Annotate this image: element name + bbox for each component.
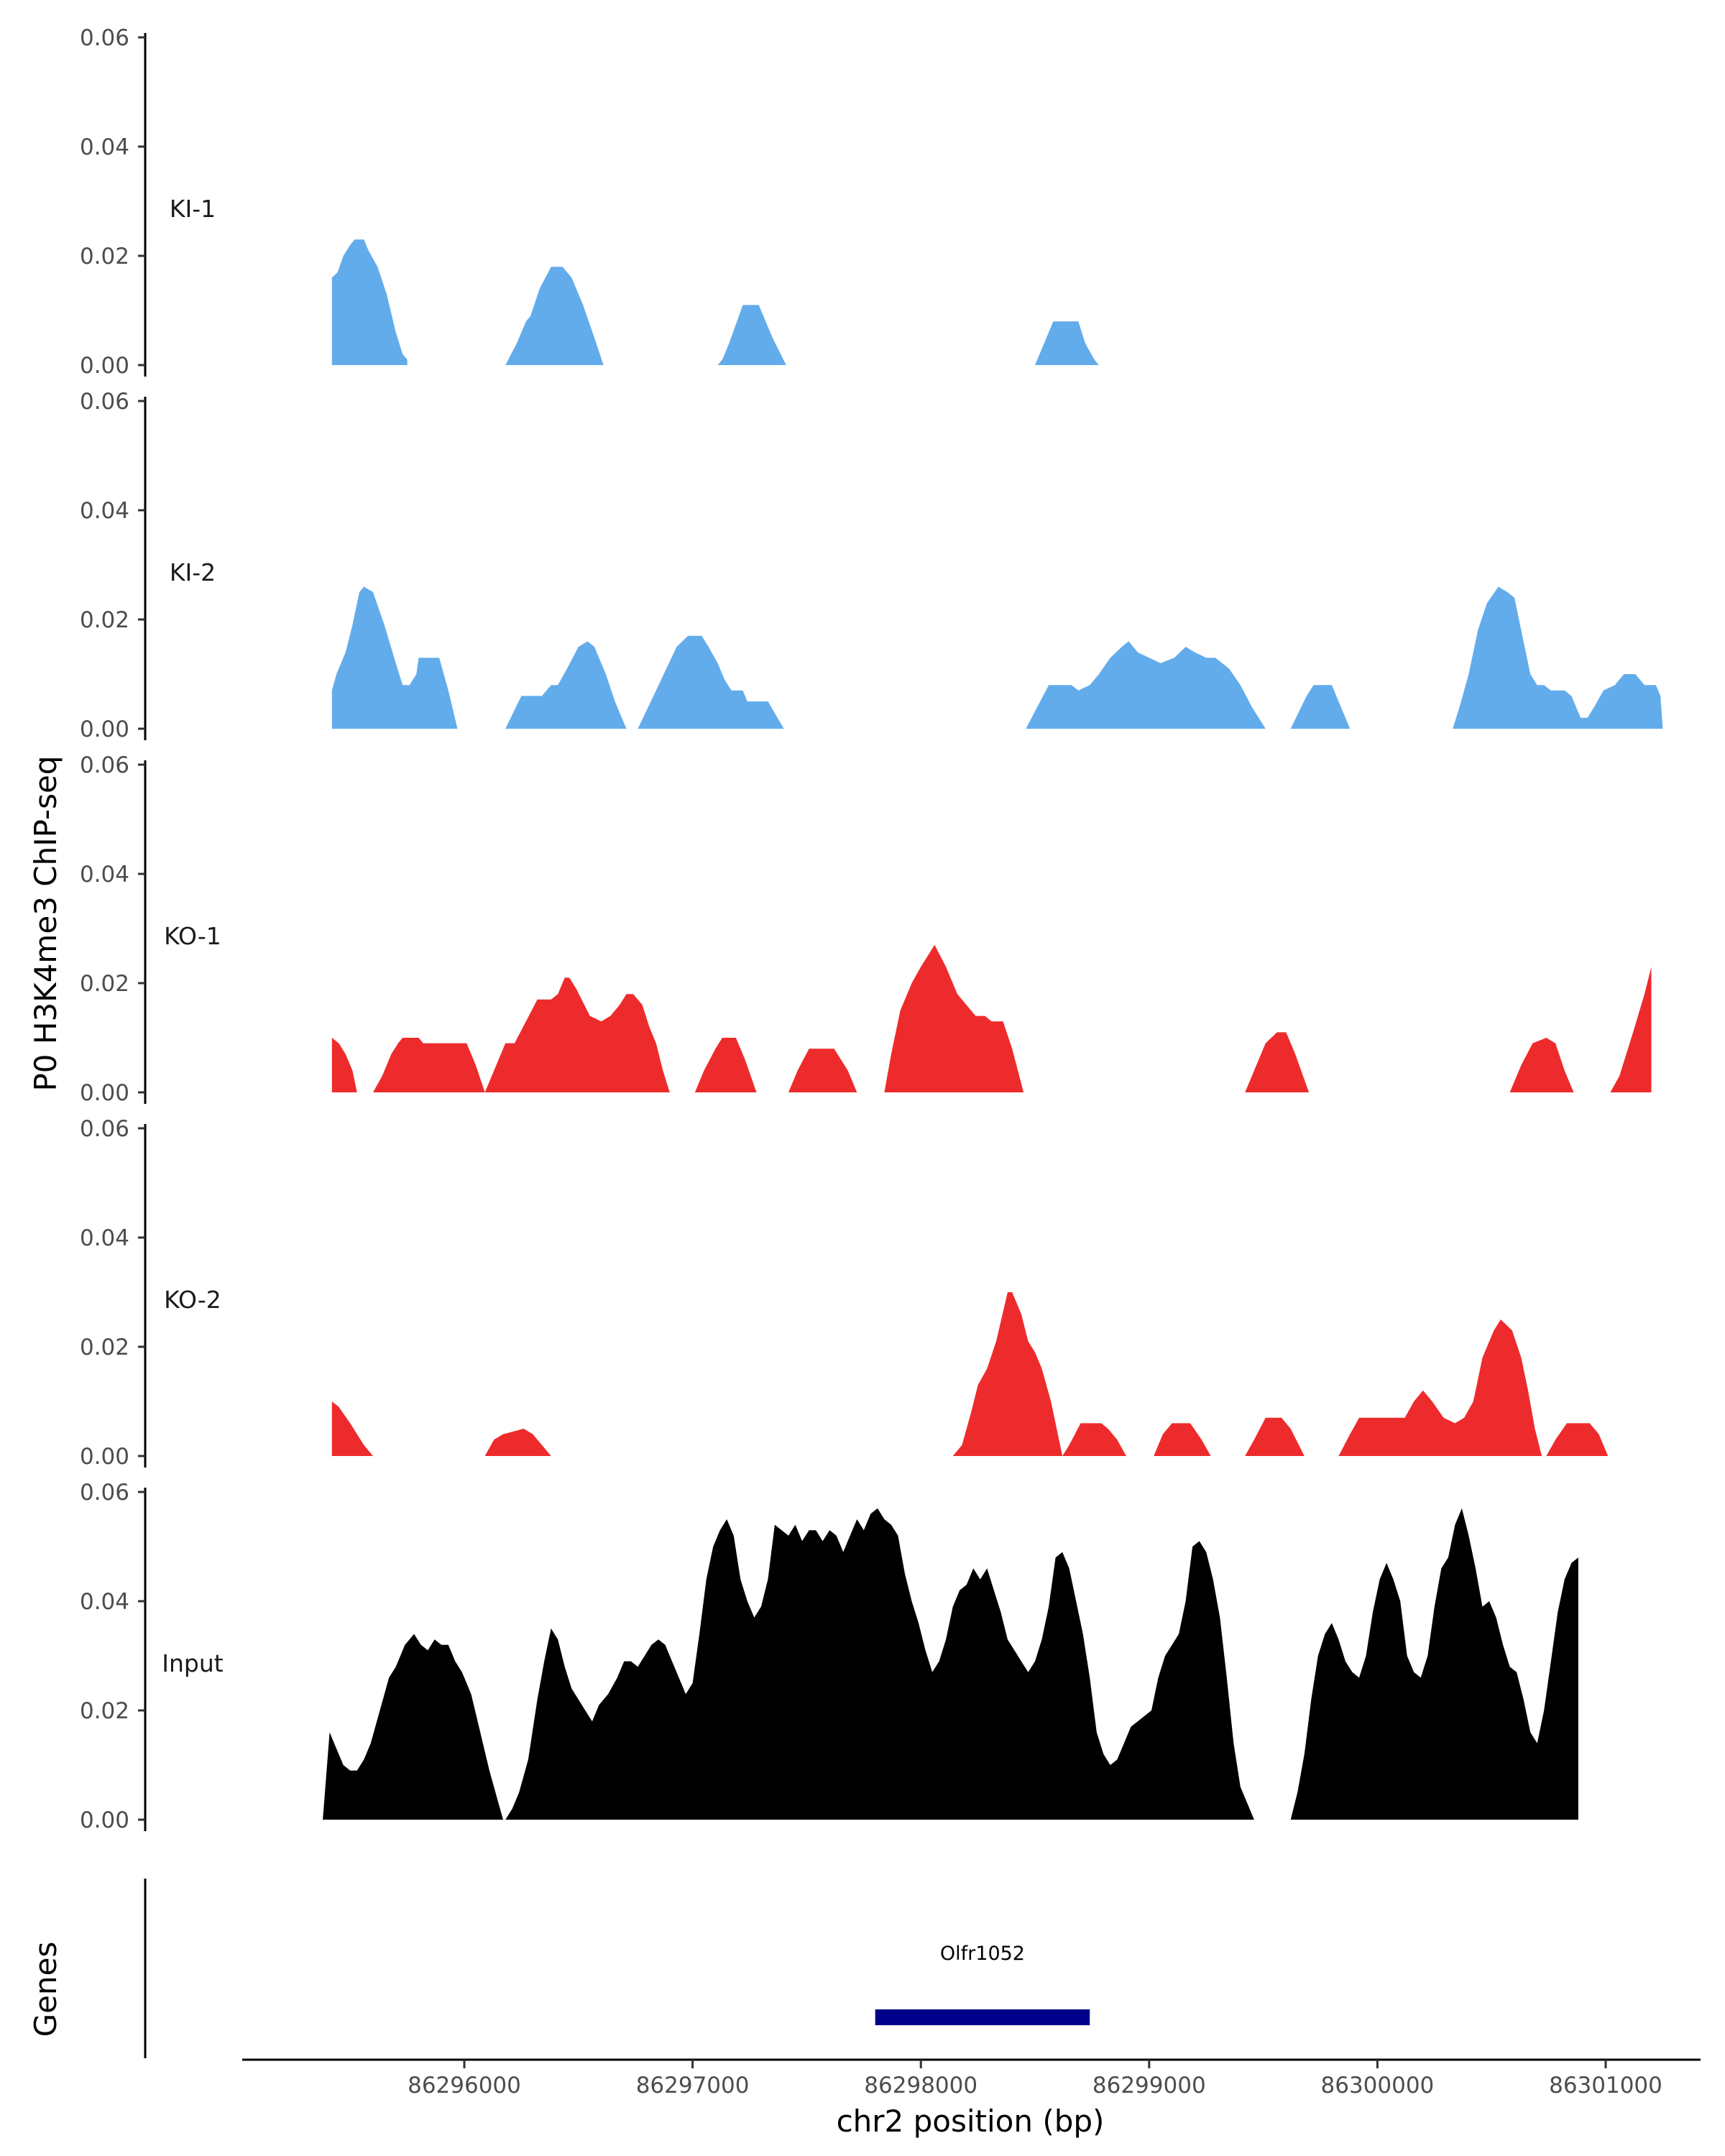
- track-input: 0.00 0.02 0.04 0.06 Input: [80, 1480, 1578, 1833]
- genes-axis-title: Genes: [28, 1942, 63, 2037]
- track-ki-1: 0.00 0.02 0.04 0.06 KI-1: [80, 25, 1099, 379]
- y-tick-label: 0.02: [80, 607, 129, 633]
- signal-area-ko-2-0: [331, 1401, 373, 1456]
- y-tick-label: 0.06: [80, 1116, 129, 1142]
- tracks-layer: 0.00 0.02 0.04 0.06 KI-1 0.00 0.02 0.04 0.06 KI-2…: [80, 25, 1663, 1833]
- signal-area-ko-2-3: [1062, 1423, 1126, 1456]
- y-tick-label: 0.04: [80, 1225, 129, 1251]
- signal-area-ko-1-5: [884, 944, 1024, 1092]
- track-label: Input: [162, 1649, 224, 1677]
- y-tick-label: 0.00: [80, 1444, 129, 1470]
- gene-body: [875, 2009, 1090, 2025]
- signal-area-ko-2-4: [1154, 1423, 1211, 1456]
- y-tick-label: 0.00: [80, 353, 129, 379]
- signal-area-ki-2-5: [1453, 586, 1663, 729]
- track-ko-2: 0.00 0.02 0.04 0.06 KO-2: [80, 1116, 1609, 1470]
- signal-area-ko-2-5: [1245, 1417, 1305, 1456]
- signal-area-ki-1-1: [505, 267, 604, 365]
- y-tick-label: 0.06: [80, 25, 129, 51]
- genes-panel: Olfr1052: [144, 1879, 1090, 2058]
- y-axis-title: P0 H3K4me3 ChIP-seq: [28, 755, 63, 1091]
- y-tick-label: 0.06: [80, 389, 129, 415]
- signal-area-ko-2-6: [1338, 1319, 1542, 1456]
- y-tick-label: 0.06: [80, 1480, 129, 1506]
- signal-area-ko-1-1: [373, 1038, 485, 1092]
- track-label: KO-1: [164, 922, 221, 950]
- x-tick-label: 86297000: [636, 2073, 750, 2099]
- track-label: KI-1: [170, 195, 216, 223]
- x-tick-label: 86300000: [1321, 2073, 1435, 2099]
- signal-area-ko-2-1: [484, 1429, 551, 1456]
- gene-label: Olfr1052: [940, 1943, 1025, 1965]
- signal-area-ko-1-7: [1509, 1038, 1574, 1092]
- signal-area-ki-1-0: [331, 239, 408, 365]
- x-tick-label: 86299000: [1092, 2073, 1206, 2099]
- y-tick-label: 0.04: [80, 134, 129, 160]
- y-tick-label: 0.04: [80, 1589, 129, 1615]
- track-label: KO-2: [164, 1286, 221, 1314]
- signal-area-input-0: [323, 1634, 503, 1820]
- y-tick-label: 0.04: [80, 498, 129, 524]
- signal-area-ki-1-3: [1035, 321, 1099, 365]
- signal-area-ki-2-0: [331, 586, 458, 729]
- strand-arrow-icon: [876, 2011, 885, 2024]
- track-label: KI-2: [170, 558, 216, 586]
- y-tick-label: 0.00: [80, 1807, 129, 1833]
- signal-area-ko-1-0: [331, 1038, 357, 1092]
- signal-area-ko-1-8: [1610, 967, 1652, 1092]
- signal-area-ki-2-3: [1026, 641, 1266, 729]
- signal-area-input-1: [505, 1508, 1254, 1820]
- y-tick-label: 0.00: [80, 717, 129, 742]
- track-ko-1: 0.00 0.02 0.04 0.06 KO-1: [80, 752, 1652, 1106]
- signal-area-ki-1-2: [717, 305, 786, 365]
- y-tick-label: 0.02: [80, 971, 129, 997]
- track-ki-2: 0.00 0.02 0.04 0.06 KI-2: [80, 389, 1663, 742]
- signal-area-ko-1-3: [694, 1038, 757, 1092]
- y-tick-label: 0.02: [80, 1335, 129, 1360]
- signal-area-ki-2-1: [505, 641, 627, 729]
- signal-area-ko-1-4: [788, 1049, 857, 1092]
- x-tick-label: 86301000: [1549, 2073, 1662, 2099]
- signal-area-ko-2-2: [952, 1292, 1063, 1456]
- y-tick-label: 0.02: [80, 244, 129, 270]
- signal-area-input-2: [1290, 1508, 1578, 1820]
- y-tick-label: 0.02: [80, 1698, 129, 1724]
- signal-area-ki-2-2: [638, 635, 784, 729]
- signal-area-ki-2-4: [1290, 685, 1351, 729]
- y-tick-label: 0.00: [80, 1080, 129, 1106]
- x-tick-label: 86296000: [408, 2073, 521, 2099]
- y-tick-label: 0.06: [80, 752, 129, 778]
- signal-area-ko-2-7: [1546, 1423, 1609, 1456]
- signal-area-ko-1-6: [1245, 1032, 1310, 1092]
- signal-area-ko-1-2: [484, 977, 670, 1092]
- x-tick-label: 86298000: [864, 2073, 978, 2099]
- x-axis-title: chr2 position (bp): [837, 2104, 1105, 2139]
- y-tick-label: 0.04: [80, 862, 129, 888]
- x-axis: 86296000 86297000 86298000 86299000 86300000…: [242, 2058, 1701, 2099]
